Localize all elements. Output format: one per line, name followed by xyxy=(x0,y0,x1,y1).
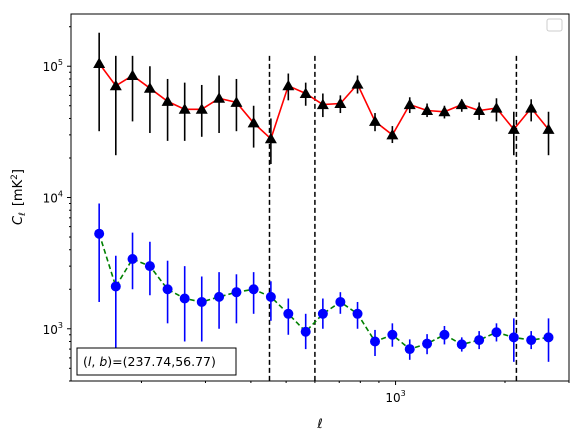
marker-1-1 xyxy=(110,281,121,292)
x-axis-label: ℓ xyxy=(316,417,322,432)
marker-0-20 xyxy=(438,105,451,117)
marker-1-0 xyxy=(94,228,105,239)
marker-0-0 xyxy=(93,57,106,68)
y-axis-label-main: C xyxy=(11,215,26,225)
marker-0-5 xyxy=(178,103,191,114)
marker-1-20 xyxy=(439,329,450,340)
series-1 xyxy=(94,203,554,362)
marker-0-25 xyxy=(525,102,538,113)
marker-0-10 xyxy=(264,132,277,144)
plot-area xyxy=(70,13,570,382)
axes-ticks: 103 104 105 103 xyxy=(43,26,570,405)
series-0 xyxy=(93,32,555,164)
marker-1-10 xyxy=(265,291,276,302)
y-axis-label-unit: [mK xyxy=(11,179,26,206)
marker-0-19 xyxy=(421,104,434,116)
marker-0-12 xyxy=(299,87,312,98)
y-tick-label-1: 104 xyxy=(43,190,63,206)
marker-1-23 xyxy=(491,327,502,338)
marker-0-26 xyxy=(542,123,555,134)
marker-0-15 xyxy=(351,78,364,89)
legend-box xyxy=(546,18,563,32)
marker-1-19 xyxy=(422,338,433,349)
marker-1-26 xyxy=(543,332,554,343)
y-axis-label-unit-sup: 2 xyxy=(10,174,20,180)
marker-0-23 xyxy=(490,102,503,113)
marker-1-24 xyxy=(508,332,519,343)
marker-1-5 xyxy=(179,293,190,304)
marker-0-9 xyxy=(247,116,260,128)
y-axis-label: Cℓ [mK2] xyxy=(10,169,28,225)
marker-1-3 xyxy=(144,261,155,272)
marker-0-16 xyxy=(369,115,382,126)
series-layer xyxy=(93,32,555,362)
marker-0-4 xyxy=(161,95,174,106)
annotation-text: (l, b)=(237.74,56.77) xyxy=(83,354,216,369)
marker-0-3 xyxy=(143,82,156,93)
y-axis-label-unit-close: ] xyxy=(11,169,26,174)
marker-1-12 xyxy=(300,326,311,337)
marker-1-17 xyxy=(387,329,398,340)
marker-0-7 xyxy=(213,92,226,103)
marker-0-22 xyxy=(473,104,486,116)
marker-1-21 xyxy=(456,339,467,350)
marker-1-16 xyxy=(370,336,381,347)
marker-1-7 xyxy=(214,291,225,302)
marker-1-6 xyxy=(196,296,207,307)
marker-0-11 xyxy=(282,79,295,91)
marker-0-6 xyxy=(195,103,208,114)
marker-1-13 xyxy=(317,308,328,319)
marker-0-18 xyxy=(403,98,416,110)
marker-1-14 xyxy=(335,296,346,307)
marker-1-8 xyxy=(231,287,242,298)
y-tick-label-0: 103 xyxy=(43,321,63,337)
marker-0-14 xyxy=(334,97,347,109)
marker-1-4 xyxy=(162,284,173,295)
marker-0-24 xyxy=(507,123,520,134)
marker-1-15 xyxy=(352,308,363,319)
marker-1-2 xyxy=(127,254,138,265)
marker-0-2 xyxy=(126,69,139,81)
annotation-box xyxy=(76,347,237,376)
marker-1-25 xyxy=(526,335,537,346)
y-axis-label-sub: ℓ xyxy=(18,212,28,217)
marker-1-9 xyxy=(248,284,259,295)
marker-1-18 xyxy=(404,344,415,355)
y-tick-label-2: 105 xyxy=(43,58,63,74)
marker-0-17 xyxy=(386,128,399,140)
coordinates-annotation: (l, b)=(237.74,56.77) xyxy=(76,347,237,376)
x-tick-label-0: 103 xyxy=(385,389,405,405)
marker-1-22 xyxy=(474,335,485,346)
marker-0-1 xyxy=(109,79,122,91)
marker-0-21 xyxy=(455,98,468,110)
marker-0-8 xyxy=(230,96,243,107)
vertical-lines xyxy=(268,55,518,381)
marker-0-13 xyxy=(316,98,329,110)
marker-1-11 xyxy=(283,308,294,319)
